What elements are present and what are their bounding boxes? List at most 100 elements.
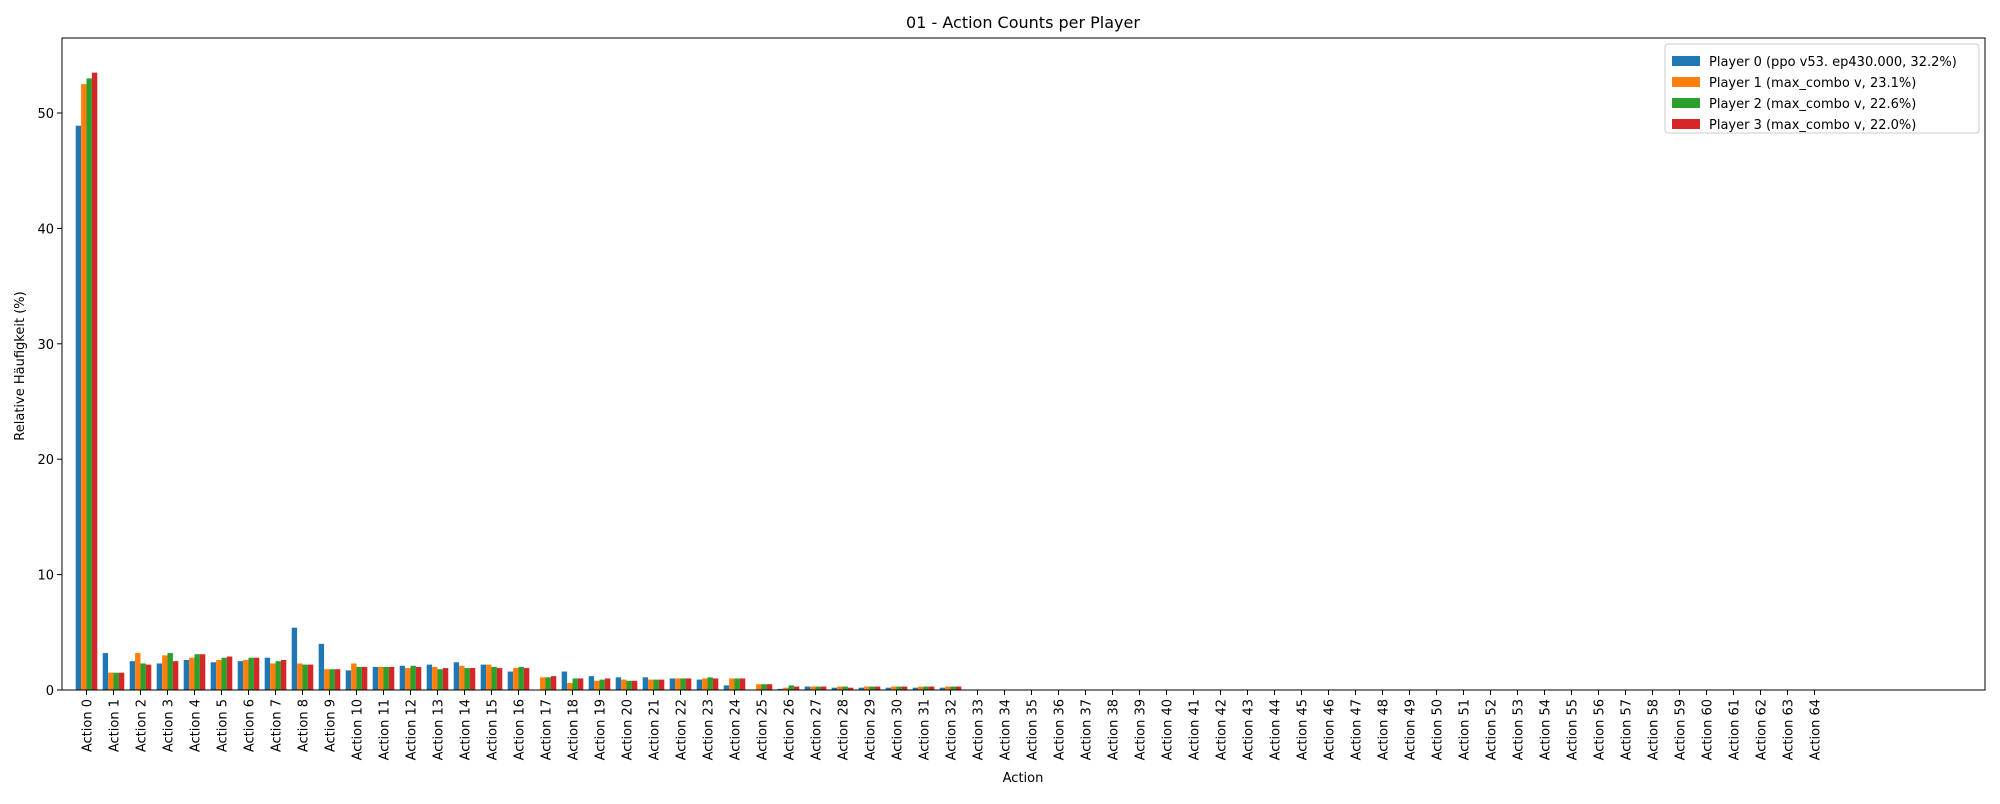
x-tick-label: Action 32 [945, 699, 960, 760]
bar-player-3-action-21 [658, 679, 665, 690]
bar-player-0-action-19 [588, 676, 595, 690]
x-tick-label: Action 15 [486, 699, 501, 760]
x-tick-label: Action 6 [243, 699, 258, 752]
x-tick-label: Action 34 [999, 699, 1014, 760]
x-tick-label: Action 47 [1350, 699, 1365, 760]
bar-player-3-action-15 [496, 668, 503, 690]
bar-player-0-action-9 [318, 643, 325, 690]
bar-player-0-action-28 [831, 687, 838, 690]
bar-player-0-action-7 [264, 657, 271, 690]
x-tick-label: Action 9 [324, 699, 339, 752]
bar-player-2-action-29 [869, 686, 875, 690]
x-tick-label: Action 39 [1134, 699, 1149, 760]
bar-player-1-action-32 [945, 686, 951, 690]
bar-player-3-action-16 [523, 668, 530, 690]
bar-player-2-action-5 [221, 657, 227, 690]
bar-player-1-action-15 [486, 664, 492, 690]
bar-player-3-action-7 [280, 660, 287, 690]
bar-player-2-action-10 [356, 666, 362, 690]
bar-player-2-action-19 [599, 679, 605, 690]
bar-player-3-action-11 [388, 666, 395, 690]
axes-layer: 0 10 20 30 40 50 Action 0 Action 1 Action 2 Actio… [37, 37, 1986, 760]
x-tick-label: Action 44 [1269, 699, 1284, 760]
legend-swatch [1672, 119, 1700, 129]
bar-player-1-action-18 [567, 683, 573, 690]
bar-player-1-action-8 [297, 663, 303, 690]
legend: Player 0 (ppo v53. ep430.000, 32.2%) Play… [1664, 43, 1980, 134]
bar-player-2-action-6 [248, 657, 254, 690]
x-tick-label: Action 24 [729, 699, 744, 760]
x-tick-label: Action 52 [1485, 699, 1500, 760]
x-tick-label: Action 63 [1782, 699, 1797, 760]
bar-player-0-action-23 [696, 679, 703, 690]
x-tick-label: Action 43 [1242, 699, 1257, 760]
x-tick-label: Action 59 [1674, 699, 1689, 760]
bar-player-0-action-30 [885, 687, 892, 690]
chart-title: 01 - Action Counts per Player [906, 13, 1140, 32]
bar-player-2-action-3 [167, 653, 173, 690]
bar-player-1-action-2 [135, 653, 141, 690]
y-tick-label: 20 [37, 453, 54, 468]
bar-player-0-action-16 [507, 671, 514, 690]
x-tick-label: Action 38 [1107, 699, 1122, 760]
bar-player-1-action-27 [810, 686, 816, 690]
bar-player-0-action-11 [372, 666, 379, 690]
bar-player-1-action-30 [891, 686, 897, 690]
bars-layer [75, 72, 962, 691]
bar-player-2-action-31 [923, 686, 929, 690]
bar-player-1-action-29 [864, 686, 870, 690]
bar-player-3-action-10 [361, 666, 368, 690]
bar-player-2-action-26 [788, 685, 794, 690]
x-tick-label: Action 30 [891, 699, 906, 760]
bar-player-0-action-32 [939, 687, 946, 690]
bar-player-1-action-25 [756, 684, 762, 690]
bar-player-2-action-13 [437, 669, 443, 690]
bar-player-2-action-11 [383, 666, 389, 690]
bar-player-0-action-22 [669, 678, 676, 690]
bar-player-3-action-31 [928, 686, 935, 690]
bar-player-2-action-22 [680, 678, 686, 690]
bar-player-0-action-5 [210, 662, 217, 690]
y-tick-label: 10 [37, 569, 54, 584]
x-tick-label: Action 62 [1755, 699, 1770, 760]
bar-player-0-action-31 [912, 687, 919, 690]
bar-player-0-action-26 [777, 688, 784, 690]
bar-player-3-action-22 [685, 678, 692, 690]
bar-player-0-action-8 [291, 627, 298, 690]
bar-player-0-action-14 [453, 662, 460, 690]
x-tick-label: Action 33 [972, 699, 987, 760]
bar-player-3-action-19 [604, 678, 611, 690]
bar-player-0-action-13 [426, 664, 433, 690]
bar-player-2-action-7 [275, 661, 281, 690]
x-tick-label: Action 51 [1458, 699, 1473, 760]
bar-player-3-action-0 [91, 72, 98, 691]
x-axis-label: Action [1003, 771, 1044, 786]
x-tick-label: Action 5 [216, 699, 231, 752]
x-tick-label: Action 46 [1323, 699, 1338, 760]
legend-box [1664, 43, 1980, 134]
x-tick-label: Action 57 [1620, 699, 1635, 760]
x-tick-label: Action 29 [864, 699, 879, 760]
bar-player-2-action-28 [842, 686, 848, 690]
bar-player-2-action-4 [194, 654, 200, 690]
bar-player-0-action-12 [399, 665, 406, 690]
x-tick-label: Action 23 [702, 699, 717, 760]
bar-player-0-action-21 [642, 677, 649, 690]
bar-player-3-action-27 [820, 686, 827, 690]
x-tick-label: Action 31 [918, 699, 933, 760]
bar-player-0-action-1 [102, 653, 109, 690]
x-tick-label: Action 12 [405, 699, 420, 760]
bar-player-1-action-28 [837, 686, 843, 690]
x-tick-label: Action 36 [1053, 699, 1068, 760]
x-tick-label: Action 1 [108, 699, 123, 752]
bar-player-0-action-29 [858, 687, 865, 690]
bar-player-0-action-24 [723, 685, 730, 690]
bar-player-1-action-21 [648, 679, 654, 690]
bar-player-2-action-18 [572, 678, 578, 690]
bar-player-3-action-12 [415, 666, 422, 690]
x-tick-label: Action 26 [783, 699, 798, 760]
y-tick-label: 30 [37, 338, 54, 353]
legend-swatch [1672, 56, 1700, 66]
bar-player-1-action-10 [351, 663, 357, 690]
